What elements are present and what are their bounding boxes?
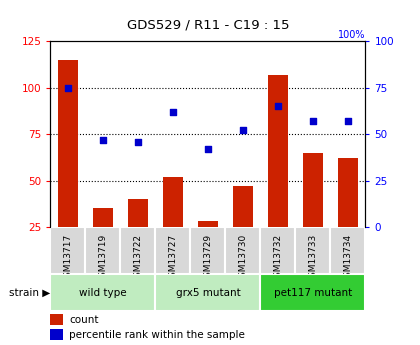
Text: GSM13733: GSM13733 [308,234,318,283]
Point [275,104,281,109]
Text: wild type: wild type [79,288,127,298]
Bar [331,227,365,274]
Bar [260,274,365,311]
Bar [58,60,78,273]
Point [239,128,246,133]
Bar [50,274,155,311]
Bar [198,221,218,273]
Bar [303,153,323,273]
Bar [50,227,85,274]
Text: GSM13719: GSM13719 [98,234,108,283]
Text: percentile rank within the sample: percentile rank within the sample [69,330,245,340]
Bar [338,158,357,273]
Text: 100%: 100% [338,30,365,40]
Text: GSM13730: GSM13730 [239,234,247,283]
Point [170,109,176,115]
Text: GSM13729: GSM13729 [203,234,213,283]
Bar [121,227,155,274]
Bar [268,75,288,273]
Text: GSM13732: GSM13732 [273,234,282,283]
Bar [190,227,226,274]
Text: grx5 mutant: grx5 mutant [176,288,240,298]
Bar [93,208,113,273]
Point [205,146,211,152]
Bar [85,227,121,274]
Text: GSM13727: GSM13727 [168,234,177,283]
Bar [155,227,190,274]
Bar [163,177,183,273]
Bar [233,186,252,273]
Bar [155,274,260,311]
Bar [260,227,295,274]
Text: count: count [69,315,99,325]
Bar [295,227,331,274]
Bar [50,329,63,340]
Point [134,139,141,144]
Text: pet117 mutant: pet117 mutant [274,288,352,298]
Bar [226,227,260,274]
Text: GSM13734: GSM13734 [344,234,352,283]
Text: GDS529 / R11 - C19 : 15: GDS529 / R11 - C19 : 15 [127,18,289,31]
Point [310,118,316,124]
Text: GSM13722: GSM13722 [134,234,142,283]
Point [65,85,71,90]
Bar [128,199,147,273]
Text: strain ▶: strain ▶ [9,288,50,298]
Text: GSM13717: GSM13717 [63,234,72,283]
Point [100,137,106,142]
Point [344,118,351,124]
Bar [50,314,63,325]
